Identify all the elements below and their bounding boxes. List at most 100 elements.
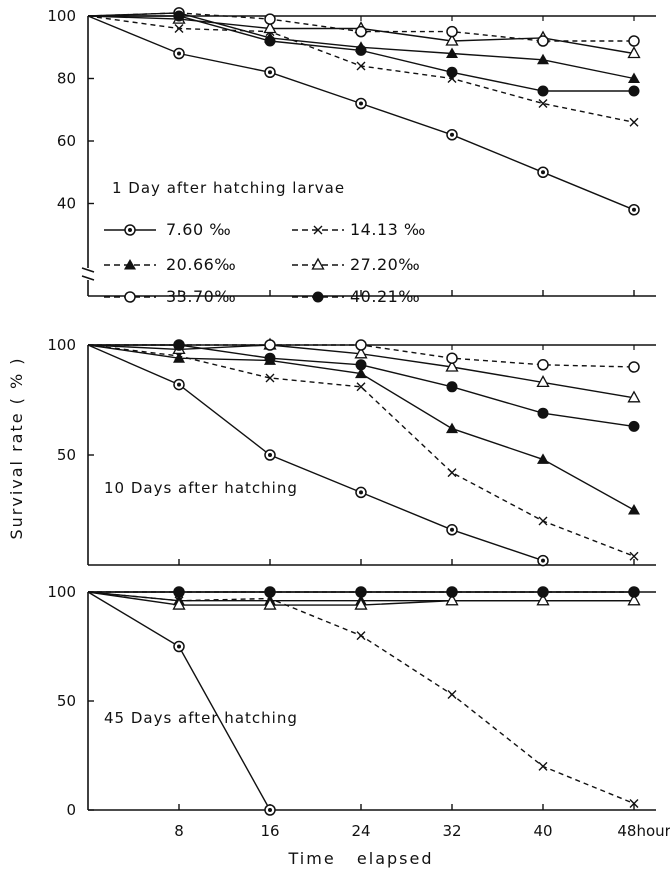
series-line [87, 591, 635, 805]
open-triangle-marker [263, 597, 277, 610]
x-marker [313, 225, 323, 235]
legend-entry-7-60: 7.60 ‰ [104, 220, 231, 239]
legend-entry-33-70: 33.70‰ [104, 287, 236, 306]
x-tick-label: 8 [174, 822, 184, 840]
open-triangle-marker [263, 21, 277, 34]
y-tick-label: 100 [47, 336, 76, 354]
filled-circle-marker [264, 352, 276, 364]
filled-circle-marker [173, 339, 185, 351]
series-filled-circle [88, 10, 640, 97]
filled-circle-marker [628, 586, 640, 598]
filled-circle-marker [173, 586, 185, 598]
legend-label: 14.13 ‰ [350, 220, 426, 239]
y-tick-label: 40 [57, 195, 76, 213]
x-marker [356, 631, 366, 641]
open-circle-marker [446, 25, 458, 38]
x-marker [447, 689, 457, 699]
y-tick-label: 0 [66, 801, 76, 819]
legend-label: 40.21‰ [350, 287, 420, 306]
open-triangle-marker [172, 597, 186, 610]
legend-entry-14-13: 14.13 ‰ [292, 220, 426, 239]
legend-label: 7.60 ‰ [166, 220, 231, 239]
legend-swatch-open-triangle [292, 257, 344, 270]
filled-circle-marker [355, 44, 367, 56]
x-marker [174, 24, 184, 33]
filled-triangle-marker [628, 504, 640, 515]
open-triangle-marker [627, 46, 641, 59]
open-circle-marker [264, 339, 276, 351]
filled-triangle-marker [537, 53, 549, 65]
filled-triangle-marker [537, 453, 549, 464]
x-marker [538, 99, 548, 108]
series-filled-circle [88, 586, 640, 598]
series-double-circle [87, 591, 276, 816]
double-circle-marker [264, 804, 276, 816]
legend-swatch-filled-circle [292, 291, 344, 303]
panel-1-plot: 40 60 80 100 [47, 6, 641, 296]
y-axis-title: Survival rate ( % ) [7, 356, 26, 539]
filled-circle-marker [537, 586, 549, 598]
open-circle-marker [537, 35, 549, 47]
double-circle-marker [173, 47, 185, 60]
filled-circle-marker [628, 420, 640, 432]
legend-label: 20.66‰ [166, 255, 236, 274]
legend-entry-40-21: 40.21‰ [292, 287, 420, 306]
filled-circle-marker [355, 359, 367, 371]
double-circle-marker [173, 378, 185, 391]
filled-circle-marker [312, 291, 324, 303]
x-marker [538, 761, 548, 771]
x-marker [265, 373, 275, 383]
double-circle-marker [628, 204, 640, 216]
panel-2-annotation: 10 Days after hatching [104, 479, 298, 497]
x-marker [629, 798, 639, 808]
filled-triangle-marker [355, 367, 367, 379]
open-triangle-marker [445, 593, 459, 606]
open-triangle-marker [311, 257, 325, 270]
double-circle-marker [173, 640, 185, 653]
open-triangle-marker [536, 593, 550, 606]
open-triangle-marker [445, 33, 459, 46]
legend-label: 33.70‰ [166, 287, 236, 306]
open-circle-marker [537, 359, 549, 371]
series-double-circle [87, 15, 640, 216]
series-line [87, 591, 271, 811]
filled-circle-marker [537, 85, 549, 97]
double-circle-marker [446, 129, 458, 141]
filled-circle-marker [446, 66, 458, 78]
filled-triangle-marker [124, 259, 136, 270]
x-marker [447, 468, 457, 478]
double-circle-marker [537, 554, 549, 567]
open-circle-marker [124, 291, 136, 303]
x-marker [629, 551, 639, 561]
double-circle-marker [264, 66, 276, 78]
y-tick-label: 100 [47, 583, 76, 601]
filled-circle-marker [446, 381, 458, 393]
y-tick-label: 50 [57, 446, 76, 464]
x-tick-label: 48hours [617, 822, 670, 840]
open-circle-marker [355, 25, 367, 38]
open-circle-marker [628, 35, 640, 47]
filled-circle-marker [446, 586, 458, 598]
series-x [87, 591, 639, 808]
filled-circle-marker [537, 407, 549, 419]
filled-circle-marker [173, 10, 185, 22]
filled-circle-marker [264, 35, 276, 47]
filled-circle-marker [264, 586, 276, 598]
y-tick-label: 50 [57, 692, 76, 710]
double-circle-marker [537, 166, 549, 178]
double-circle-marker [355, 486, 367, 499]
double-circle-marker [355, 97, 367, 110]
open-triangle-marker [354, 597, 368, 610]
x-tick-label: 24 [351, 822, 370, 840]
y-tick-label: 80 [57, 70, 76, 88]
open-triangle-marker [536, 375, 550, 388]
double-circle-marker [264, 449, 276, 461]
x-marker [629, 117, 639, 127]
series-double-circle [87, 344, 549, 567]
open-circle-marker [355, 339, 367, 351]
series-line [87, 344, 544, 562]
filled-circle-marker [355, 586, 367, 598]
legend-swatch-open-circle [104, 291, 156, 303]
panel-3-plot: 0 50 100 [47, 583, 641, 819]
